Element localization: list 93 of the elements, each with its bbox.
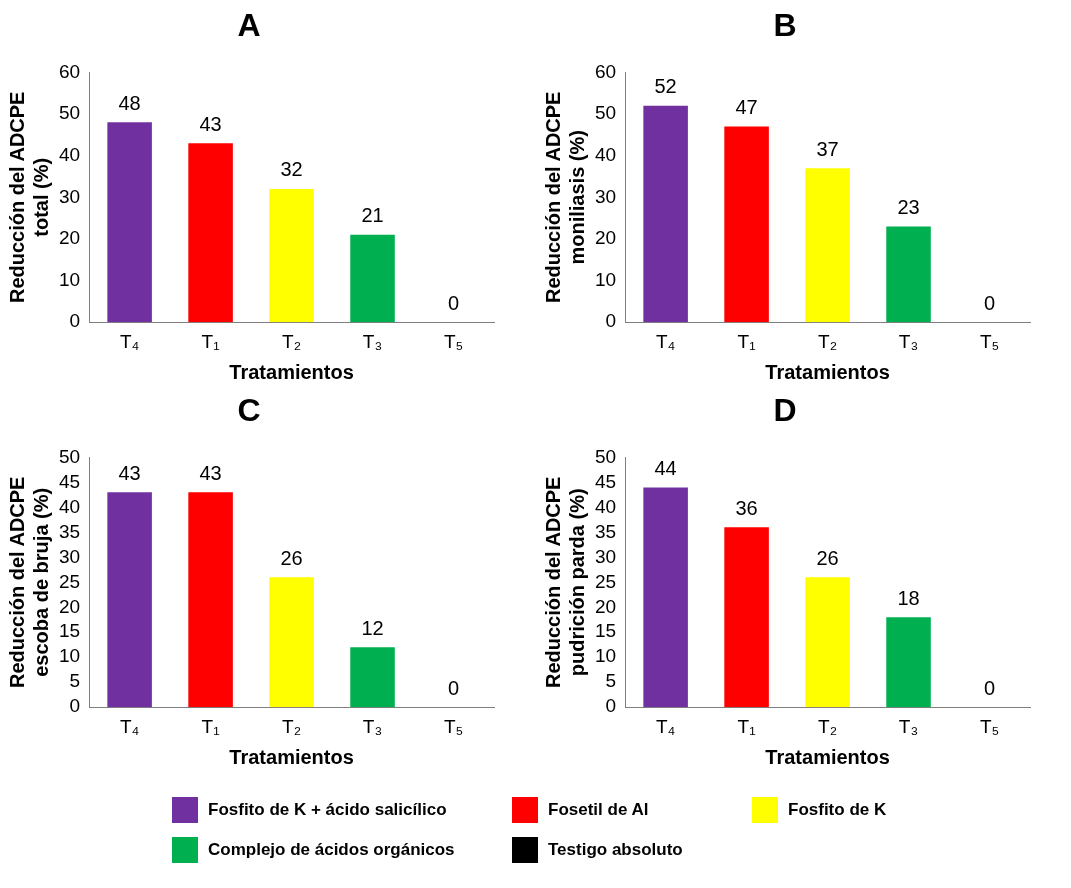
y-tick-label: 40	[58, 143, 81, 165]
data-label: 0	[447, 676, 460, 699]
x-tick-label: T₂	[282, 330, 302, 352]
data-label: 21	[361, 204, 384, 227]
x-tick-label: T₂	[818, 715, 838, 737]
y-tick-label: 10	[594, 645, 617, 667]
x-tick-label: T₅	[979, 715, 1000, 737]
chart-title: D	[773, 392, 797, 429]
chart-title: A	[237, 7, 261, 44]
y-tick-label: 40	[594, 495, 617, 517]
y-axis-title: Reducción del ADCPE escoba de bruja (%)	[5, 476, 52, 689]
y-tick-label: 40	[58, 495, 81, 517]
x-tick-label: T₁	[201, 330, 220, 352]
y-tick-label: 10	[58, 645, 81, 667]
chart-title: B	[773, 7, 797, 44]
y-tick-label: 20	[594, 595, 617, 617]
data-label: 0	[983, 291, 996, 314]
legend-label: Complejo de ácidos orgánicos	[208, 840, 455, 860]
y-tick-label: 45	[594, 470, 617, 492]
data-label: 43	[118, 461, 141, 484]
x-axis-title: Tratamientos	[229, 745, 354, 768]
x-axis-title: Tratamientos	[765, 745, 890, 768]
y-tick-label: 60	[594, 60, 617, 82]
legend-label: Fosfito de K + ácido salicílico	[208, 800, 447, 820]
y-tick-label: 10	[594, 268, 617, 290]
data-label: 37	[816, 137, 839, 160]
chart-title: C	[237, 392, 261, 429]
data-label: 43	[199, 112, 222, 135]
data-label: 48	[118, 91, 141, 114]
y-tick-label: 25	[58, 570, 81, 592]
y-tick-label: 20	[58, 595, 81, 617]
y-tick-label: 5	[605, 670, 617, 692]
data-label: 26	[280, 546, 303, 569]
data-label: 47	[735, 96, 758, 119]
legend-label: Fosetil de Al	[548, 800, 649, 820]
y-tick-label: 0	[605, 695, 617, 717]
y-tick-label: 0	[69, 310, 81, 332]
y-tick-label: 50	[594, 445, 617, 467]
y-tick-label: 30	[58, 545, 81, 567]
data-label: 0	[447, 291, 460, 314]
x-tick-label: T₂	[818, 330, 838, 352]
legend-label: Testigo absoluto	[548, 840, 683, 860]
y-tick-label: 30	[594, 545, 617, 567]
x-tick-label: T₄	[119, 715, 140, 737]
data-label: 36	[735, 496, 758, 519]
y-tick-label: 45	[58, 470, 81, 492]
y-tick-label: 0	[605, 310, 617, 332]
y-axis-title: Reducción del ADCPE moniliasis (%)	[541, 91, 588, 304]
x-tick-label: T₃	[898, 330, 919, 352]
data-label: 0	[983, 676, 996, 699]
x-tick-label: T₃	[362, 715, 383, 737]
data-label: 32	[280, 158, 303, 181]
data-label: 26	[816, 546, 839, 569]
y-tick-label: 35	[58, 520, 81, 542]
y-tick-label: 25	[594, 570, 617, 592]
x-axis-title: Tratamientos	[229, 360, 354, 383]
x-tick-label: T₅	[443, 330, 464, 352]
x-tick-label: T₄	[119, 330, 140, 352]
y-tick-label: 5	[69, 670, 81, 692]
data-label: 44	[654, 456, 677, 479]
y-tick-label: 15	[594, 620, 617, 642]
x-tick-label: T₄	[655, 715, 676, 737]
y-tick-label: 15	[58, 620, 81, 642]
x-tick-label: T₂	[282, 715, 302, 737]
x-tick-label: T₁	[737, 715, 756, 737]
data-label: 52	[654, 75, 677, 98]
y-axis-title: Reducción del ADCPE pudrición parda (%)	[541, 476, 588, 689]
y-axis-title: Reducción del ADCPE total (%)	[5, 91, 52, 304]
data-label: 18	[897, 586, 920, 609]
legend-label: Fosfito de K	[788, 800, 887, 820]
x-tick-label: T₁	[737, 330, 756, 352]
y-tick-label: 10	[58, 268, 81, 290]
x-tick-label: T₁	[201, 715, 220, 737]
x-tick-label: T₅	[443, 715, 464, 737]
y-tick-label: 30	[594, 185, 617, 207]
x-tick-label: T₅	[979, 330, 1000, 352]
x-tick-label: T₃	[898, 715, 919, 737]
y-tick-label: 50	[58, 102, 81, 124]
y-tick-label: 0	[69, 695, 81, 717]
x-tick-label: T₃	[362, 330, 383, 352]
y-tick-label: 20	[58, 227, 81, 249]
x-tick-label: T₄	[655, 330, 676, 352]
data-label: 23	[897, 195, 920, 218]
y-tick-label: 60	[58, 60, 81, 82]
y-tick-label: 50	[594, 102, 617, 124]
data-label: 43	[199, 461, 222, 484]
y-tick-label: 40	[594, 143, 617, 165]
data-label: 12	[361, 616, 384, 639]
y-tick-label: 35	[594, 520, 617, 542]
y-tick-label: 50	[58, 445, 81, 467]
x-axis-title: Tratamientos	[765, 360, 890, 383]
y-tick-label: 20	[594, 227, 617, 249]
y-tick-label: 30	[58, 185, 81, 207]
